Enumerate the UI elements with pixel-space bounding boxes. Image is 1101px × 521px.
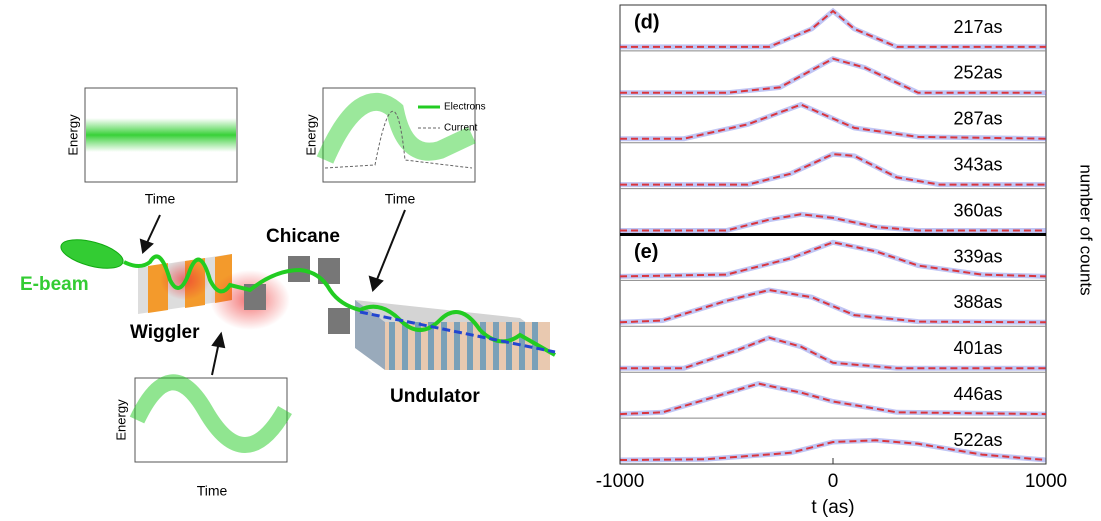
reference-profile [620,9,1046,48]
current-curve [324,110,473,169]
reference-profile [620,103,1047,140]
panel-label: 287as [953,109,1002,129]
x-axis-label: t (as) [811,497,854,518]
reference-profile [620,153,1046,186]
x-tick-label: 0 [828,471,839,492]
undulator [355,300,550,370]
mean-profile [619,239,1047,279]
panel-label: 339as [953,246,1002,266]
undulator-label: Undulator [390,386,480,407]
panel-label: 401as [953,338,1002,358]
sine-band [129,374,292,453]
inset-xlabel: Time [385,191,416,207]
panel-label: 360as [953,200,1002,220]
arrows [139,209,406,376]
panel-label: 217as [953,17,1002,37]
x-tick-label: -1000 [596,471,645,492]
group-tag: (e) [634,241,658,263]
y-axis-label: number of counts [1077,164,1096,295]
inset-ylabel: Energy [65,114,80,156]
x-tick-label: 1000 [1025,471,1067,492]
panel-label: 343as [953,154,1002,174]
schematic: Energy Time Electrons Current Energy Tim… [20,87,556,499]
reference-profile [619,382,1047,416]
panel-label: 388as [953,292,1002,312]
legend-text: Electrons [444,102,486,113]
group-tag: (d) [634,11,660,33]
reference-profile [619,439,1047,461]
chicane-magnets [244,256,350,334]
inset-xlabel: Time [145,191,176,207]
wiggler-label: Wiggler [130,322,200,343]
inset-ylabel: Energy [303,114,318,156]
photon-beam [359,310,556,354]
inset-frame [322,87,476,183]
chart: 217as 252as 287as 343as 360as 339as 388as 401as… [596,4,1096,518]
panel-label: 446as [953,384,1002,404]
electron-bunch [60,239,124,269]
reference-profile [620,336,1046,370]
flat-band [86,118,236,152]
mean-profile [619,287,1047,325]
legend-text: Current [444,123,478,134]
chicane-label: Chicane [266,226,340,247]
electron-path [123,254,556,357]
chirped-band [316,92,476,164]
panel-label: 522as [953,430,1002,450]
reference-profile [620,57,1046,94]
inset-ylabel: Energy [113,399,128,441]
reference-profile [620,213,1046,232]
panel-label: 252as [953,63,1002,83]
inset-xlabel: Time [197,483,228,499]
beam-label: E-beam [20,274,89,295]
